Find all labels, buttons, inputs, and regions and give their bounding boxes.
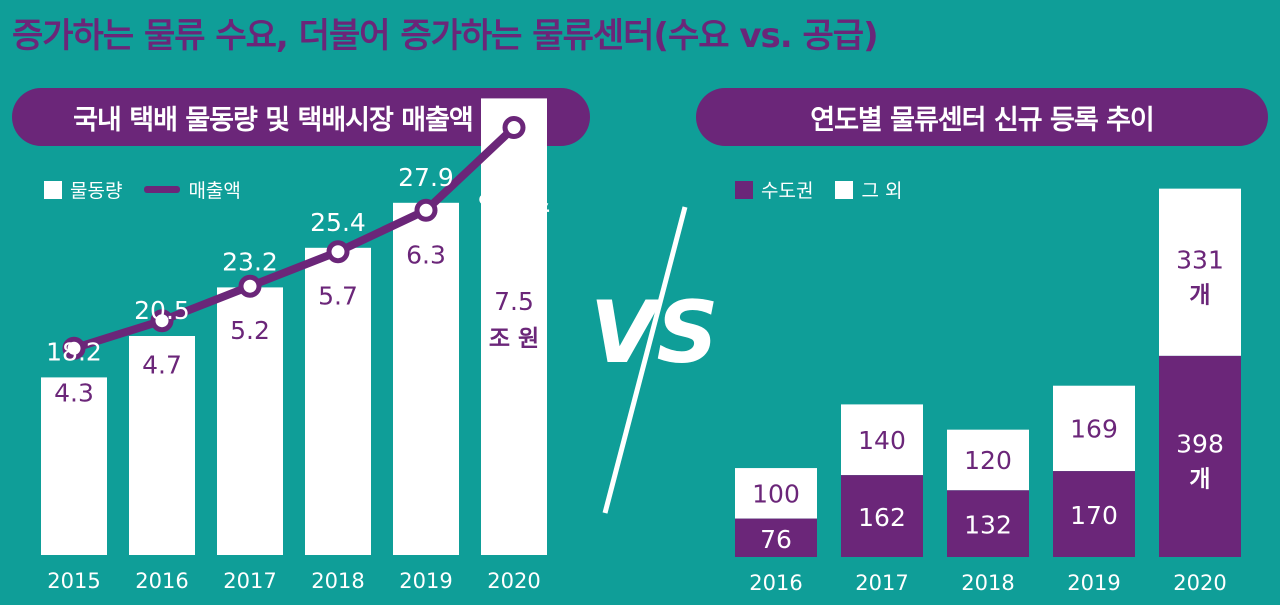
label-volume-2016: 20.5 xyxy=(134,296,190,325)
legend-label-capital: 수도권 xyxy=(761,180,814,202)
right-legend: 수도권 그 외 xyxy=(735,176,902,203)
legend-label-revenue: 매출액 xyxy=(188,180,241,202)
left-chart: 2015 2016 2017 2018 2019 2020 18.2 4.3 20.5 4.7 23… xyxy=(41,98,550,593)
legend-swatch-volume xyxy=(44,180,62,199)
bar-other-2016 xyxy=(735,468,817,519)
point-revenue-2018 xyxy=(326,240,350,264)
bar-volume-2017 xyxy=(217,287,283,555)
bar-capital-2019 xyxy=(1053,471,1135,557)
vs-slash xyxy=(602,206,688,514)
x-tick-2016: 2016 xyxy=(749,571,802,595)
x-tick-2018: 2018 xyxy=(311,569,364,593)
legend-swatch-other xyxy=(835,180,854,199)
label-volume-2015: 18.2 xyxy=(46,337,102,366)
bar-volume-2018 xyxy=(305,247,371,556)
label-revenue-2019: 6.3 xyxy=(406,240,446,269)
bar-other-2018 xyxy=(947,429,1029,491)
legend-label-other: 그 외 xyxy=(861,180,903,202)
label-revenue-2016: 4.7 xyxy=(142,351,182,380)
label-capital-2018: 132 xyxy=(964,511,1012,540)
x-tick-2017: 2017 xyxy=(223,569,276,593)
label-capital-2020: 398 xyxy=(1176,429,1224,458)
x-tick-2018: 2018 xyxy=(961,571,1014,595)
x-tick-2016: 2016 xyxy=(135,569,188,593)
bar-volume-2016 xyxy=(129,336,195,555)
label-other-unit: 개 xyxy=(1189,282,1210,308)
label-revenue-2020: 7.5 xyxy=(494,287,534,316)
label-revenue-2017: 5.2 xyxy=(230,316,270,345)
label-revenue-2018: 5.7 xyxy=(318,282,358,311)
label-other-2020: 331 xyxy=(1176,245,1224,274)
label-capital-2016: 76 xyxy=(760,525,792,554)
point-revenue-2015 xyxy=(62,336,86,360)
bar-volume-2019 xyxy=(393,202,459,556)
label-volume-2019: 27.9 xyxy=(398,163,454,192)
x-tick-2019: 2019 xyxy=(1067,571,1120,595)
vs-label: VS xyxy=(590,283,719,383)
point-revenue-2020 xyxy=(502,116,526,139)
page-title: 증가하는 물류 수요, 더불어 증가하는 물류센터(수요 vs. 공급) xyxy=(12,16,879,56)
bar-other-2019 xyxy=(1053,385,1135,472)
right-chart-title: 연도별 물류센터 신규 등록 추이 xyxy=(696,88,1268,146)
left-chart-title-text: 국내 택배 물동량 및 택배시장 매출액 추이 xyxy=(73,104,530,136)
left-legend: 물동량 매출액 xyxy=(44,176,241,203)
x-tick-2020: 2020 xyxy=(487,569,540,593)
label-other-2016: 100 xyxy=(752,479,800,508)
bar-capital-2018 xyxy=(947,490,1029,557)
x-tick-2019: 2019 xyxy=(399,569,452,593)
point-revenue-2017 xyxy=(238,274,262,298)
label-capital-2017: 162 xyxy=(858,503,906,532)
label-capital-unit: 개 xyxy=(1189,466,1210,492)
bar-capital-2017 xyxy=(841,475,923,557)
label-other-2017: 140 xyxy=(858,426,906,455)
point-revenue-2016 xyxy=(150,309,174,333)
label-other-2018: 120 xyxy=(964,446,1012,475)
bar-capital-2016 xyxy=(735,518,817,557)
label-capital-2019: 170 xyxy=(1070,501,1118,530)
legend-swatch-revenue xyxy=(144,186,181,193)
bar-capital-2020 xyxy=(1159,355,1241,557)
bar-other-2020 xyxy=(1159,188,1241,356)
legend-swatch-capital xyxy=(735,180,753,199)
x-tick-2020: 2020 xyxy=(1173,571,1226,595)
x-tick-2017: 2017 xyxy=(855,571,908,595)
label-volume-2017: 23.2 xyxy=(222,247,278,276)
label-volume-2018: 25.4 xyxy=(310,208,366,237)
legend-label-volume: 물동량 xyxy=(70,180,123,202)
label-volume-2020: 33.7 xyxy=(486,153,542,182)
label-revenue-unit: 조 원 xyxy=(489,326,539,352)
bar-volume-2015 xyxy=(41,377,107,555)
label-volume-unit: 억 박스 xyxy=(478,192,550,218)
bar-volume-2020 xyxy=(481,98,547,556)
right-chart-title-text: 연도별 물류센터 신규 등록 추이 xyxy=(810,104,1155,136)
bar-other-2017 xyxy=(841,404,923,476)
right-chart: 2016 100 76 2017 140 162 2018 120 132 2019 169 170 2… xyxy=(735,188,1241,595)
label-other-2019: 169 xyxy=(1070,414,1118,443)
line-revenue xyxy=(72,124,517,353)
point-revenue-2019 xyxy=(414,198,438,222)
label-revenue-2015: 4.3 xyxy=(54,378,94,407)
x-tick-2015: 2015 xyxy=(47,569,100,593)
